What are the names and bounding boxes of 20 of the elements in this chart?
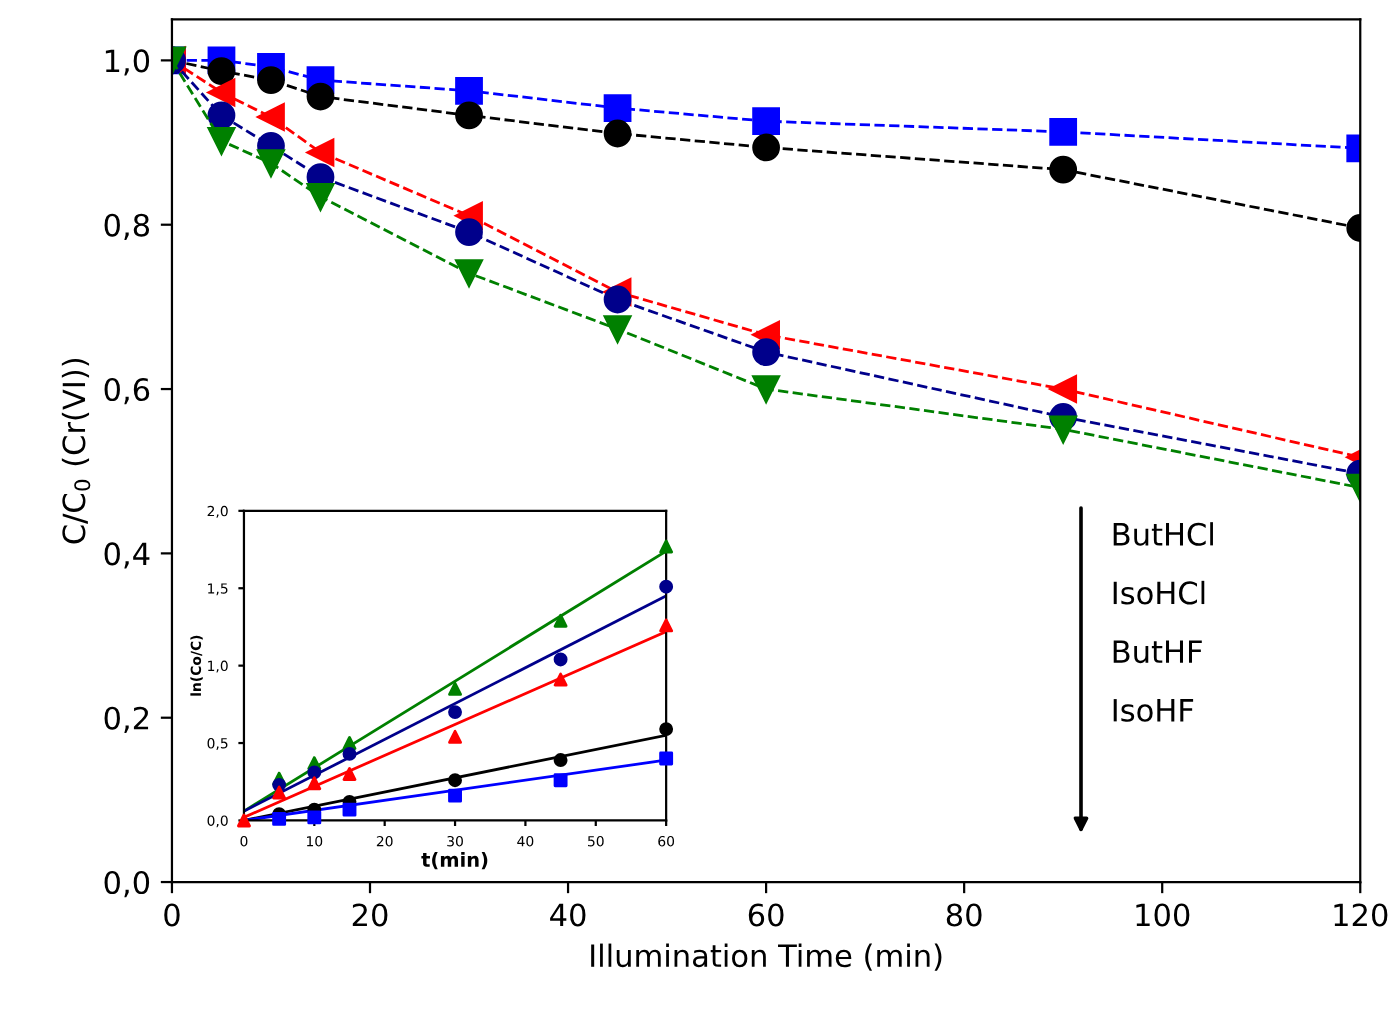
annotation: ButHCl xyxy=(1113,522,1213,546)
y-tick-label: 0,8 xyxy=(104,213,150,240)
annotation: IsoHCl xyxy=(1113,580,1205,605)
y-tick-label: 0,2 xyxy=(104,706,149,733)
x-tick-label: 0 xyxy=(164,903,180,927)
y-tick-label: 0,0 xyxy=(104,870,150,898)
y-axis-title: C/C$_{0}$ (Cr(VI)) xyxy=(61,358,91,544)
x-axis-title: t(min) xyxy=(421,851,488,870)
x-axis-title: Illumination Time (min) xyxy=(591,943,942,971)
x-tick-label: 20 xyxy=(352,903,388,927)
x-tick-label: 100 xyxy=(1136,903,1190,927)
y-tick-label: 0,4 xyxy=(104,542,150,569)
x-tick-label: 80 xyxy=(946,903,982,927)
y-tick-label: 0,6 xyxy=(104,377,150,405)
x-tick-label: 120 xyxy=(1334,903,1388,927)
x-tick-label: 60 xyxy=(748,903,784,927)
annotation: IsoHF xyxy=(1113,699,1194,722)
annotation: ButHF xyxy=(1113,640,1202,664)
x-tick-label: 40 xyxy=(550,903,586,927)
y-tick-label: 1,0 xyxy=(105,49,150,76)
